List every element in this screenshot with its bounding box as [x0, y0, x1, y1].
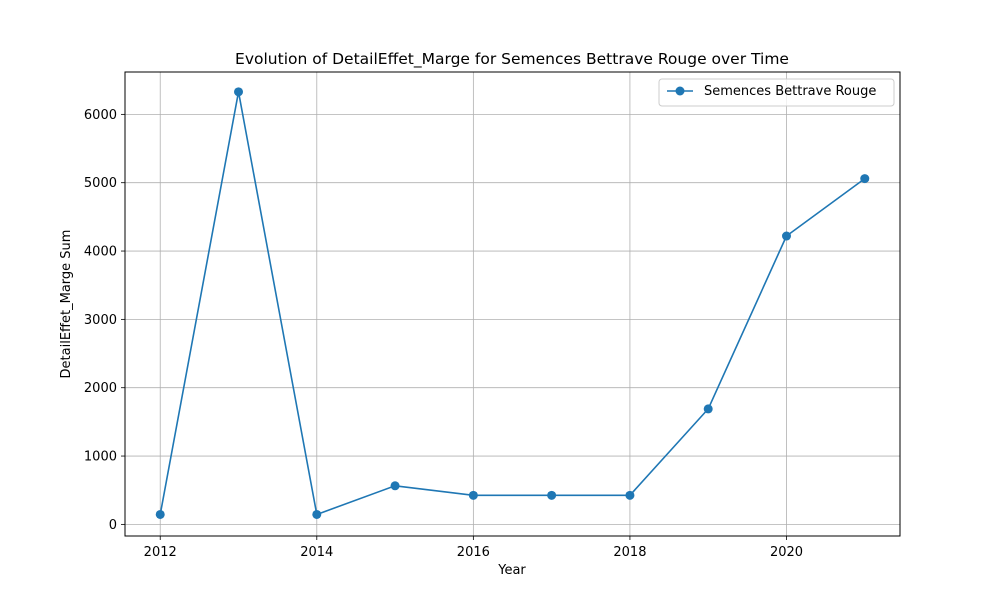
x-tick-label: 2020 [770, 545, 803, 560]
y-tick-label: 6000 [84, 108, 117, 123]
y-tick-label: 5000 [84, 176, 117, 191]
data-point [625, 490, 635, 500]
plot-frame [124, 71, 901, 537]
y-axis-label: DetailEffet_Marge Sum [59, 230, 74, 379]
x-axis-label: Year [497, 563, 526, 578]
x-tick-label: 2018 [613, 545, 646, 560]
y-axis: 0 1000 2000 3000 4000 5000 6000 [84, 108, 125, 533]
grid [125, 72, 900, 536]
chart-title: Evolution of DetailEffet_Marge for Semen… [235, 50, 789, 69]
data-point [860, 174, 870, 184]
data-point [781, 231, 791, 241]
data-point [468, 490, 478, 500]
y-tick-label: 1000 [84, 450, 117, 465]
data-point [703, 404, 713, 414]
x-tick-label: 2014 [300, 545, 333, 560]
y-tick-label: 3000 [84, 313, 117, 328]
x-axis: 2012 2014 2016 2018 2020 [144, 536, 803, 560]
y-tick-label: 0 [109, 518, 117, 533]
x-tick-label: 2012 [144, 545, 177, 560]
data-point [547, 490, 557, 500]
data-point [155, 509, 165, 519]
legend-label: Semences Bettrave Rouge [704, 84, 876, 99]
series-line [159, 91, 866, 516]
y-tick-label: 2000 [84, 381, 117, 396]
data-point [390, 481, 400, 491]
data-point [312, 509, 322, 519]
y-tick-label: 4000 [84, 245, 117, 260]
legend-box [658, 78, 895, 107]
x-tick-label: 2016 [457, 545, 490, 560]
legend: Semences Bettrave Rouge [658, 78, 895, 107]
legend-marker-swatch [675, 86, 685, 96]
data-point [234, 87, 244, 97]
series-layer [155, 87, 870, 519]
